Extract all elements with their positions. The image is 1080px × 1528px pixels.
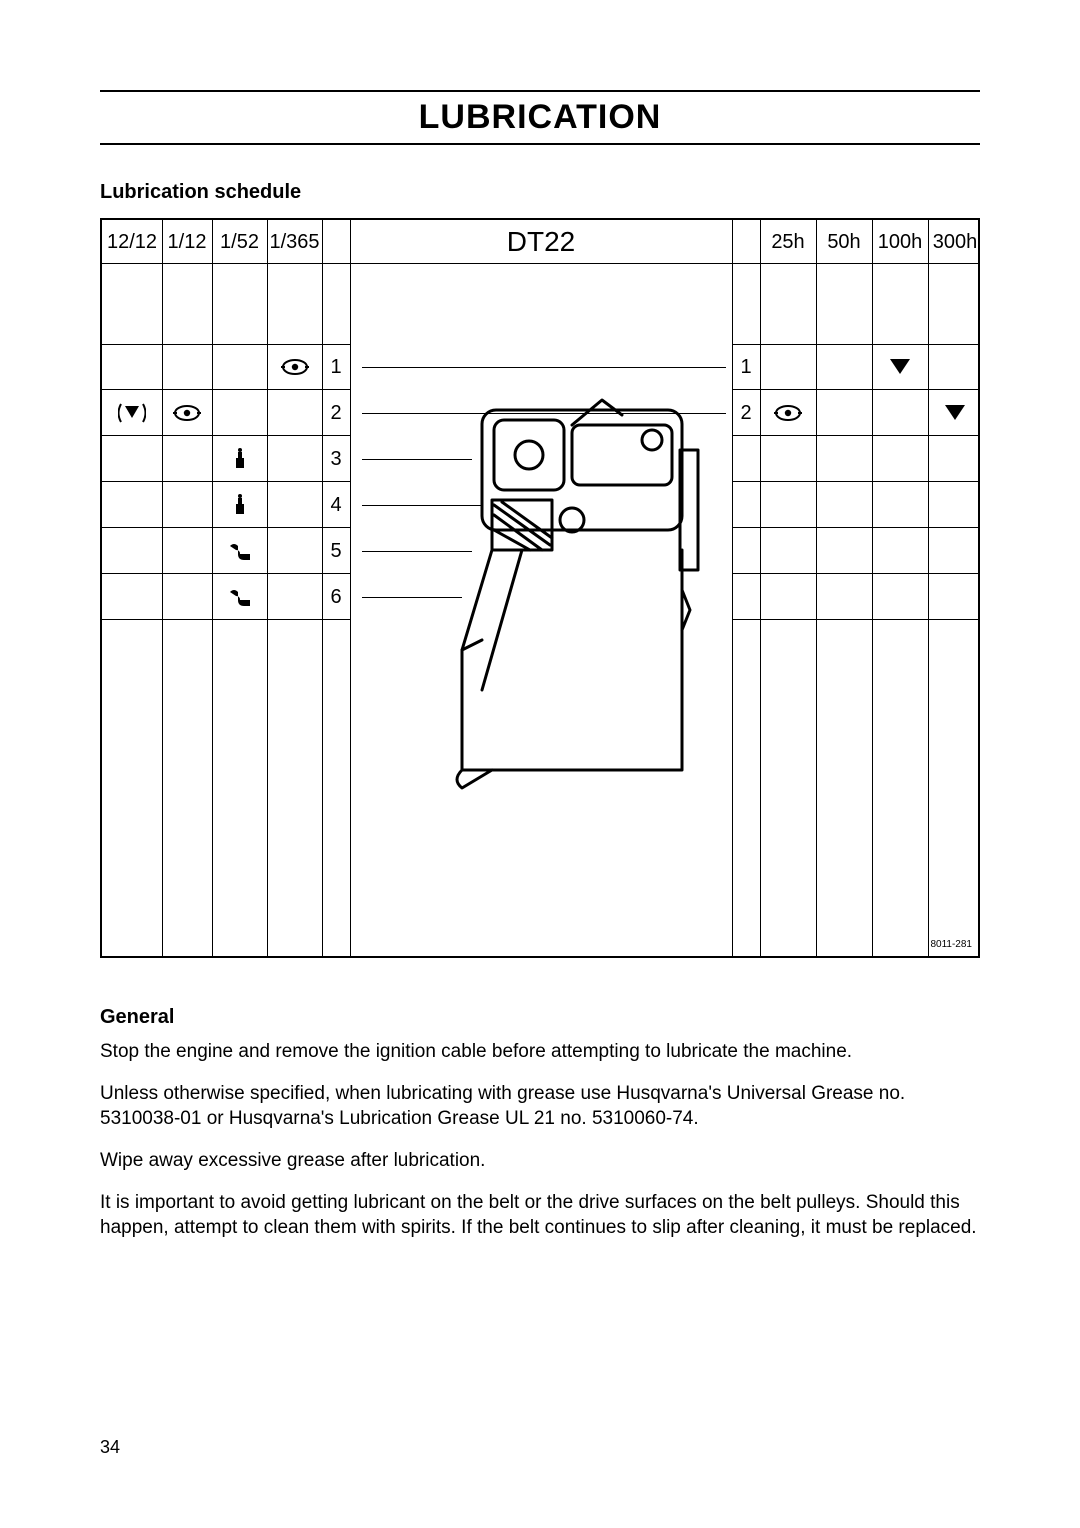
leader-line	[362, 459, 472, 460]
general-p2: Unless otherwise specified, when lubrica…	[100, 1081, 980, 1132]
schedule-cell: 5	[322, 528, 350, 574]
general-p3: Wipe away excessive grease after lubrica…	[100, 1148, 980, 1174]
header-cell: 12/12	[102, 220, 162, 264]
general-heading: General	[100, 1006, 980, 1029]
schedule-cell	[212, 574, 267, 620]
machine-diagram	[422, 390, 722, 790]
header-cell: DT22	[350, 220, 732, 264]
schedule-cell	[102, 390, 162, 436]
schedule-cell	[212, 528, 267, 574]
leader-line	[362, 413, 726, 414]
schedule-heading: Lubrication schedule	[100, 181, 980, 204]
leader-line	[362, 551, 472, 552]
header-cell: 300h	[928, 220, 980, 264]
schedule-cell	[760, 390, 816, 436]
lubrication-schedule-table: 12/121/121/521/365DT2225h50h100h300h1122…	[100, 218, 980, 958]
general-p1: Stop the engine and remove the ignition …	[100, 1039, 980, 1065]
title-block: LUBRICATION	[100, 90, 980, 145]
header-cell: 1/52	[212, 220, 267, 264]
schedule-cell	[928, 390, 980, 436]
general-p4: It is important to avoid getting lubrica…	[100, 1190, 980, 1241]
header-cell: 50h	[816, 220, 872, 264]
leader-line	[362, 597, 462, 598]
header-cell	[322, 220, 350, 264]
leader-line	[362, 367, 726, 368]
header-cell: 100h	[872, 220, 928, 264]
schedule-cell	[267, 344, 322, 390]
header-cell	[732, 220, 760, 264]
page-number: 34	[100, 1437, 120, 1458]
leader-line	[362, 505, 482, 506]
schedule-cell	[212, 436, 267, 482]
header-cell: 1/12	[162, 220, 212, 264]
schedule-cell: 6	[322, 574, 350, 620]
header-cell: 1/365	[267, 220, 322, 264]
schedule-cell	[872, 344, 928, 390]
figure-reference: 8011-281	[930, 939, 972, 950]
schedule-cell: 2	[322, 390, 350, 436]
schedule-cell: 4	[322, 482, 350, 528]
schedule-cell	[162, 390, 212, 436]
header-cell: 25h	[760, 220, 816, 264]
schedule-cell: 1	[732, 344, 760, 390]
schedule-cell: 1	[322, 344, 350, 390]
schedule-cell: 3	[322, 436, 350, 482]
page-title: LUBRICATION	[100, 94, 980, 141]
schedule-cell: 2	[732, 390, 760, 436]
schedule-cell	[212, 482, 267, 528]
